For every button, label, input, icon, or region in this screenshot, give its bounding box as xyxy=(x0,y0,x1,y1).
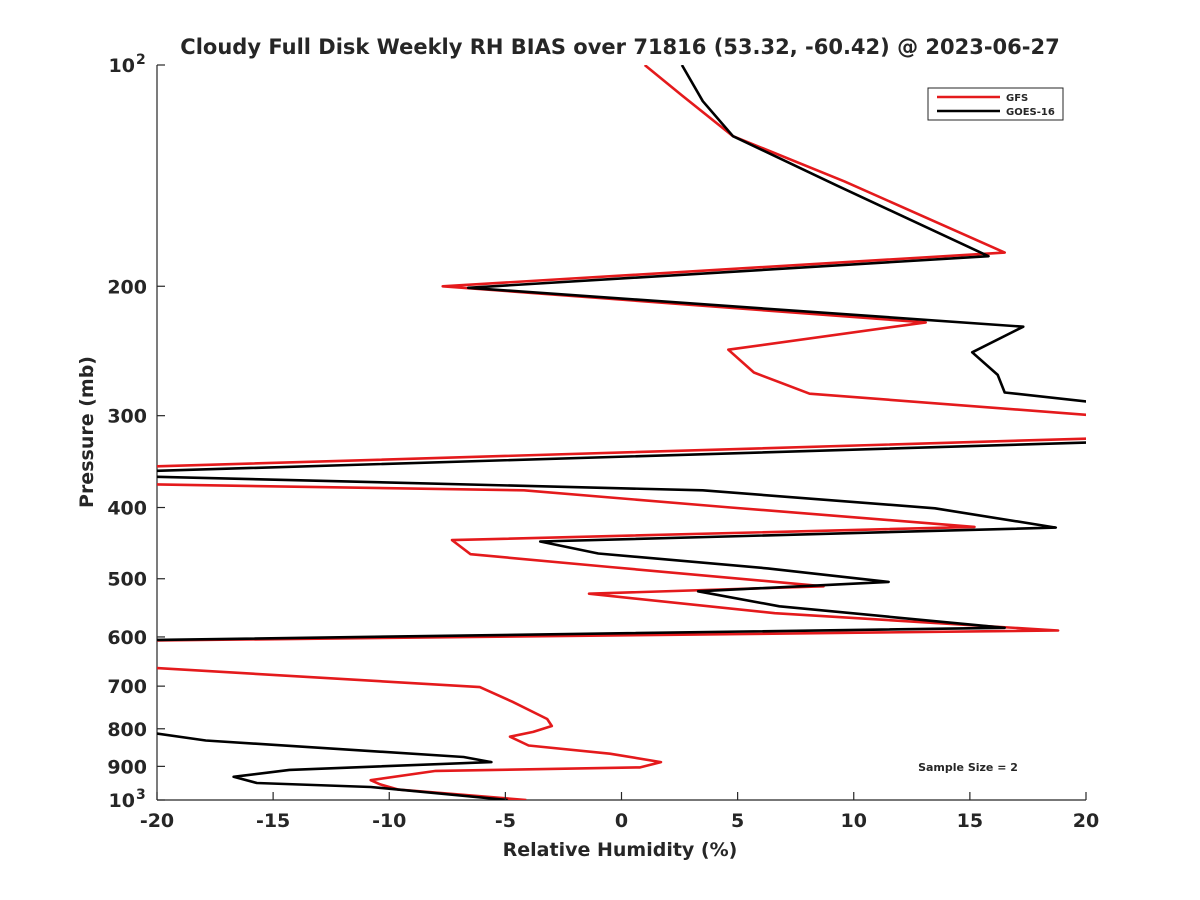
sample-size-annotation: Sample Size = 2 xyxy=(918,761,1018,774)
x-tick-label: 10 xyxy=(841,810,867,832)
y-tick-label: 600 xyxy=(107,627,147,649)
x-tick-label: 15 xyxy=(957,810,983,832)
x-tick-label: 5 xyxy=(731,810,744,832)
y-axis-label: Pressure (mb) xyxy=(76,356,98,508)
y-tick-label: 500 xyxy=(107,569,147,591)
y-tick-label: 10 xyxy=(109,790,135,812)
y-tick-label: 700 xyxy=(107,676,147,698)
x-tick-label: 0 xyxy=(615,810,628,832)
x-axis: -20 -15 -10 -5 0 5 10 15 20 xyxy=(140,792,1099,832)
y-tick-exponent: 2 xyxy=(136,52,146,68)
legend-label: GFS xyxy=(1006,93,1028,104)
x-tick-label: -20 xyxy=(140,810,174,832)
series-line-goes-16 xyxy=(157,65,1086,800)
y-tick-label: 10 xyxy=(109,55,135,77)
plot-area xyxy=(156,65,1086,801)
x-tick-label: -10 xyxy=(372,810,406,832)
y-tick-label: 300 xyxy=(107,406,147,428)
y-tick-label: 200 xyxy=(107,276,147,298)
series-layer xyxy=(157,65,1086,800)
x-tick-label: -15 xyxy=(256,810,290,832)
legend: GFS GOES-16 xyxy=(927,87,1064,121)
x-axis-label: Relative Humidity (%) xyxy=(503,839,738,861)
y-tick-label: 400 xyxy=(107,498,147,520)
y-tick-label: 800 xyxy=(107,719,147,741)
x-tick-label: 20 xyxy=(1073,810,1099,832)
series-line-gfs xyxy=(157,65,1086,800)
x-tick-label: -5 xyxy=(495,810,516,832)
legend-label: GOES-16 xyxy=(1006,107,1055,118)
y-tick-exponent: 3 xyxy=(136,787,146,803)
chart-title: Cloudy Full Disk Weekly RH BIAS over 718… xyxy=(180,35,1059,59)
y-tick-label: 900 xyxy=(107,756,147,778)
legend-box xyxy=(927,87,1064,121)
